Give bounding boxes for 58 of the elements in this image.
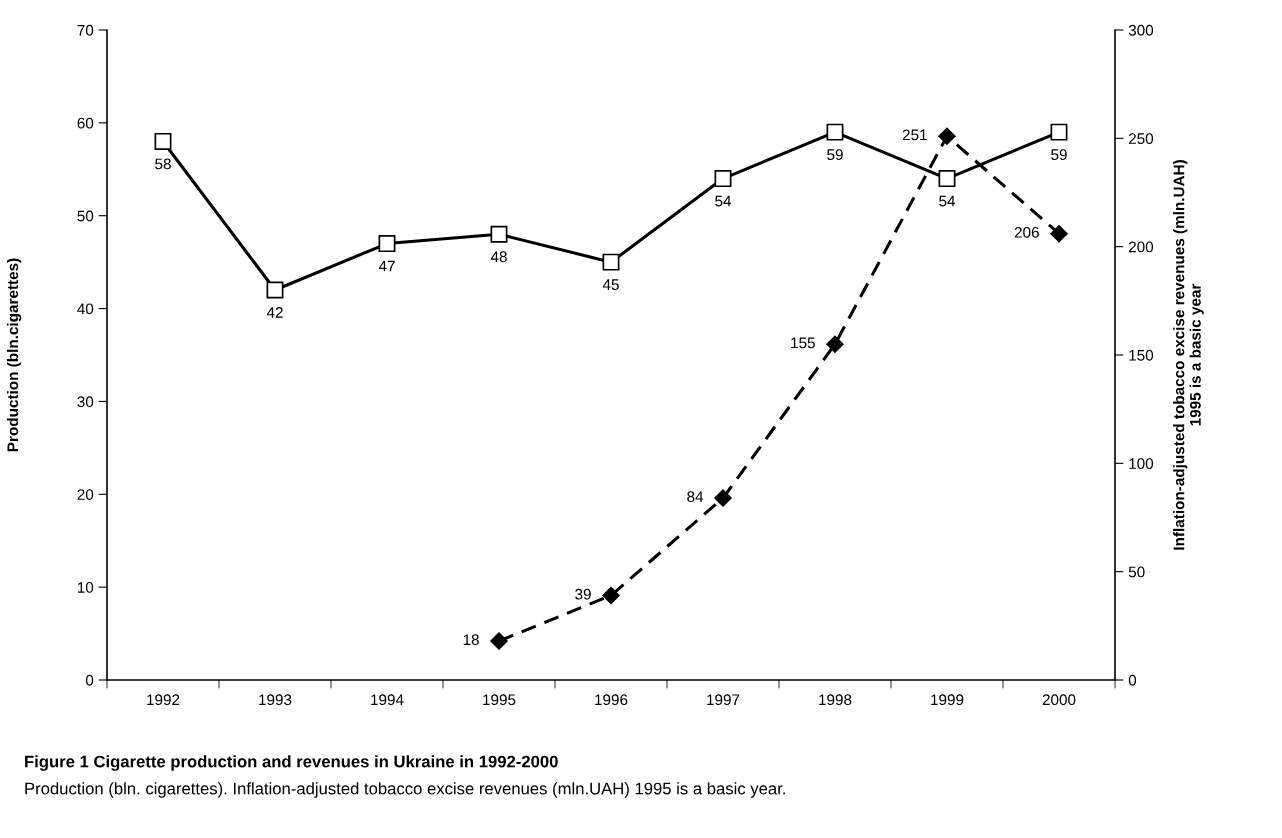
data-label: 155 — [791, 337, 815, 349]
data-label: 45 — [602, 279, 619, 291]
x-tick-label: 1994 — [371, 694, 404, 706]
data-label: 54 — [939, 195, 956, 207]
data-label: 58 — [155, 158, 171, 170]
y2-tick-label: 250 — [1128, 133, 1154, 145]
point — [378, 235, 396, 253]
data-label: 59 — [1051, 149, 1067, 161]
y-tick-label: 10 — [77, 582, 94, 593]
data-label: 54 — [715, 195, 732, 207]
data-label: 47 — [378, 260, 395, 272]
point — [826, 335, 844, 353]
y2-tick-label: 50 — [1128, 566, 1145, 578]
y-axis-title: Production (bln.cigarettes) — [6, 258, 22, 452]
y-tick-label: 0 — [85, 674, 94, 686]
data-label: 206 — [1014, 226, 1039, 238]
y2-axis-title: Inflation-adjusted tobacco excise revenues (mln.UAH) 1995 is a basic year — [1173, 160, 1204, 550]
point — [1050, 224, 1068, 243]
data-label: 59 — [827, 149, 843, 161]
data-label: 39 — [575, 588, 591, 600]
point — [714, 170, 732, 188]
y-tick-label: 70 — [77, 24, 94, 36]
x-tick-label: 1999 — [931, 694, 964, 706]
point — [602, 586, 620, 605]
x-tick-label: 1995 — [483, 694, 516, 706]
y-tick-label: 20 — [77, 489, 94, 500]
x-tick-label: 1992 — [147, 694, 180, 706]
y2-tick-label: 100 — [1129, 458, 1154, 470]
y-tick-label: 40 — [77, 303, 94, 315]
point — [154, 132, 172, 150]
point — [938, 170, 956, 188]
x-tick-label: 1997 — [707, 694, 740, 706]
point — [266, 281, 284, 299]
point — [1050, 123, 1068, 141]
data-label: 18 — [463, 634, 479, 646]
y-tick-label: 30 — [77, 396, 94, 408]
y2-tick-label: 300 — [1128, 24, 1154, 36]
point — [602, 253, 620, 271]
point — [938, 127, 956, 145]
text: Figure 1 Cigarette production and revenues in Ukraine in 1992-2000 — [25, 755, 558, 771]
y-tick-label: 60 — [77, 117, 94, 129]
data-label: 84 — [687, 491, 704, 503]
point — [714, 489, 732, 507]
y2-tick-label: 0 — [1128, 674, 1137, 686]
data-label: 251 — [902, 129, 927, 141]
x-tick-label: 1998 — [819, 694, 852, 706]
text: Production (bln. cigarettes). Inflation-adjusted tobacco excise revenues (mln.UAH) 1995 is a basic year. — [25, 782, 785, 798]
x-tick-label: 2000 — [1042, 694, 1076, 706]
y2-tick-label: 150 — [1129, 349, 1154, 361]
y-tick-label: 50 — [77, 210, 94, 222]
data-label: 48 — [490, 251, 507, 263]
y2-tick-label: 200 — [1128, 241, 1154, 253]
x-tick-label: 1993 — [259, 694, 292, 706]
point — [490, 632, 508, 650]
point — [490, 225, 508, 243]
data-label: 42 — [266, 307, 283, 318]
point — [826, 123, 844, 141]
x-tick-label: 1996 — [595, 694, 628, 706]
